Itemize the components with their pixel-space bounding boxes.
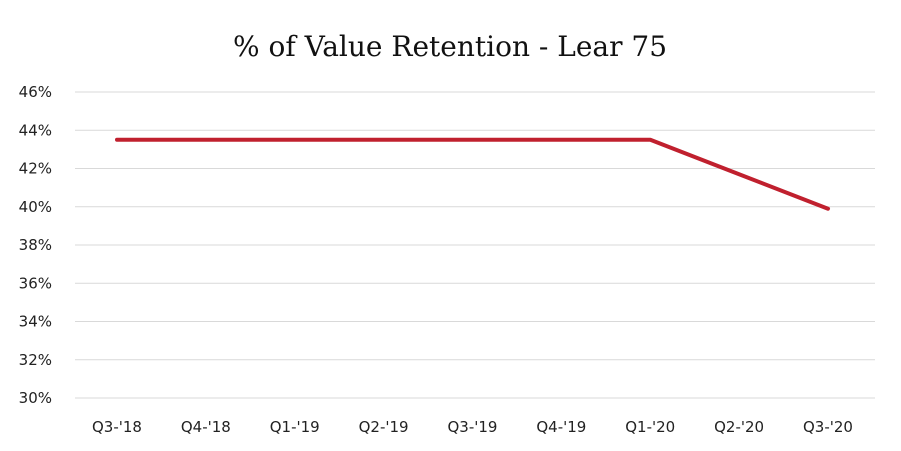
y-tick-label: 32% (19, 351, 52, 369)
y-tick-label: 34% (19, 313, 52, 331)
gridlines (75, 91, 875, 399)
x-axis-tick-labels: Q3-'18 Q4-'18 Q1-'19 Q2-'19 Q3-'19 Q4-'19 Q1-'… (92, 418, 853, 436)
x-tick-label: Q2-'19 (359, 418, 409, 436)
x-tick-label: Q3-'18 (92, 418, 142, 436)
x-tick-label: Q1-'20 (625, 418, 675, 436)
x-tick-label: Q4-'19 (536, 418, 586, 436)
y-tick-label: 30% (19, 389, 52, 407)
x-tick-label: Q2-'20 (714, 418, 764, 436)
y-tick-label: 44% (19, 121, 52, 139)
y-tick-label: 46% (19, 83, 52, 101)
x-tick-label: Q4-'18 (181, 418, 231, 436)
x-tick-label: Q1-'19 (270, 418, 320, 436)
x-tick-label: Q3-'19 (448, 418, 498, 436)
series-line (115, 137, 830, 211)
x-tick-label: Q3-'20 (803, 418, 853, 436)
y-tick-label: 36% (19, 274, 52, 292)
y-tick-label: 42% (19, 160, 52, 178)
y-tick-label: 40% (19, 198, 52, 216)
chart-title: % of Value Retention - Lear 75 (233, 30, 667, 63)
y-axis-tick-labels: 30% 32% 34% 36% 38% 40% 42% 44% 46% (19, 83, 52, 407)
y-tick-label: 38% (19, 236, 52, 254)
series-lines (115, 137, 830, 211)
